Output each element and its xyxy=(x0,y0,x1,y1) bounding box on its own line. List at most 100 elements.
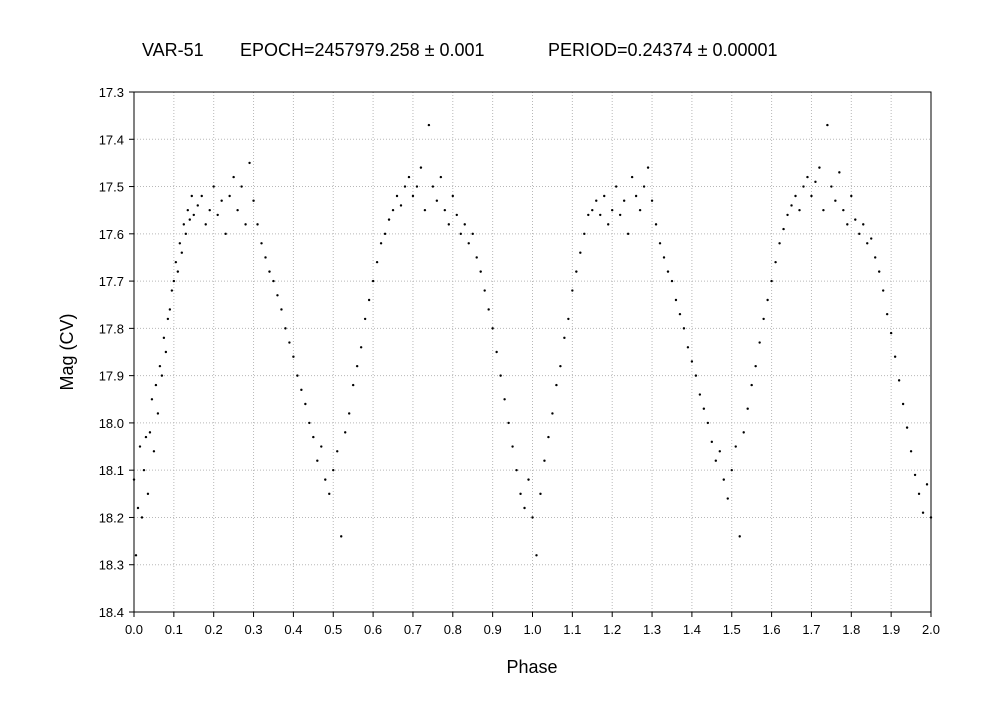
data-point xyxy=(901,402,905,406)
data-point xyxy=(212,185,215,188)
data-point xyxy=(814,180,817,184)
y-tick-label: 17.4 xyxy=(99,132,124,147)
data-point xyxy=(172,279,176,283)
data-point xyxy=(527,478,530,481)
data-point xyxy=(921,511,925,514)
data-point xyxy=(248,161,251,165)
data-point xyxy=(324,478,327,481)
data-point xyxy=(842,208,845,212)
data-point xyxy=(523,506,526,510)
chart-title: VAR-51 EPOCH=2457979.258 ± 0.001 PERIOD=… xyxy=(0,40,999,124)
data-point xyxy=(539,492,542,496)
data-point xyxy=(168,308,172,311)
data-point xyxy=(626,232,630,236)
title-object: VAR-51 xyxy=(142,40,204,60)
data-point xyxy=(136,506,140,510)
grid xyxy=(134,92,931,612)
y-tick-label: 18.1 xyxy=(99,463,124,478)
data-point xyxy=(862,223,865,226)
data-point xyxy=(806,175,809,179)
data-point xyxy=(838,171,841,174)
x-tick-label: 0.1 xyxy=(165,622,183,637)
data-point xyxy=(347,412,351,415)
data-point xyxy=(419,166,423,169)
data-point xyxy=(889,331,893,335)
data-point xyxy=(134,554,138,557)
data-point xyxy=(240,185,243,188)
data-point xyxy=(678,312,682,316)
data-point xyxy=(164,350,168,354)
data-point xyxy=(371,279,375,283)
data-point xyxy=(575,270,578,273)
data-point xyxy=(455,213,458,217)
data-point xyxy=(599,213,602,217)
data-point xyxy=(519,492,522,496)
data-point xyxy=(734,445,737,448)
data-point xyxy=(308,421,311,425)
x-tick-label: 1.8 xyxy=(842,622,860,637)
data-point xyxy=(774,260,777,264)
data-point xyxy=(459,232,462,236)
data-point xyxy=(543,459,546,462)
data-point xyxy=(292,355,295,358)
x-tick-label: 1.6 xyxy=(763,622,781,637)
data-point xyxy=(204,223,207,226)
data-point xyxy=(535,554,538,557)
data-point xyxy=(770,279,773,283)
data-point xyxy=(395,194,399,198)
x-tick-label: 0.6 xyxy=(364,622,382,637)
x-tick-label: 0.2 xyxy=(205,622,223,637)
data-point xyxy=(611,208,614,212)
data-point xyxy=(487,308,490,311)
data-point xyxy=(272,279,275,283)
y-tick-label: 17.8 xyxy=(99,321,124,336)
data-point xyxy=(818,166,821,169)
y-tick-label: 18.3 xyxy=(99,558,124,573)
data-point xyxy=(158,364,162,368)
data-point xyxy=(276,294,279,297)
x-tick-label: 1.7 xyxy=(802,622,820,637)
data-point xyxy=(754,364,757,368)
data-point xyxy=(407,175,411,179)
data-point xyxy=(479,270,482,273)
data-point xyxy=(439,175,443,179)
x-tick-label: 0.8 xyxy=(444,622,462,637)
data-point xyxy=(499,374,502,377)
data-point xyxy=(363,317,367,321)
data-point xyxy=(515,468,518,472)
data-point xyxy=(682,327,686,330)
data-point xyxy=(893,355,897,358)
data-point xyxy=(296,374,299,377)
data-point xyxy=(666,270,670,273)
x-tick-label: 1.5 xyxy=(723,622,741,637)
data-point xyxy=(236,208,239,212)
x-tick-label: 0.5 xyxy=(324,622,342,637)
data-point xyxy=(142,468,146,472)
data-point xyxy=(220,199,223,202)
data-point xyxy=(555,383,558,387)
data-point xyxy=(351,383,355,387)
data-point xyxy=(571,289,574,292)
data-point xyxy=(874,256,877,259)
data-point xyxy=(328,492,331,496)
data-point xyxy=(877,270,881,273)
y-tick-label: 17.3 xyxy=(99,85,124,100)
data-point xyxy=(710,440,714,444)
data-point xyxy=(264,256,267,259)
data-point xyxy=(881,289,885,292)
data-point xyxy=(252,199,255,202)
data-point xyxy=(228,194,231,198)
x-tick-label: 0.0 xyxy=(125,622,143,637)
y-tick-label: 18.4 xyxy=(99,605,124,620)
data-point xyxy=(885,312,889,316)
data-point xyxy=(567,317,570,321)
data-point xyxy=(216,213,219,217)
data-point xyxy=(603,194,606,198)
data-point xyxy=(224,232,227,236)
data-point xyxy=(503,398,506,401)
data-point xyxy=(170,289,174,292)
data-point xyxy=(614,185,618,188)
data-point xyxy=(399,204,403,207)
data-point xyxy=(244,223,247,226)
